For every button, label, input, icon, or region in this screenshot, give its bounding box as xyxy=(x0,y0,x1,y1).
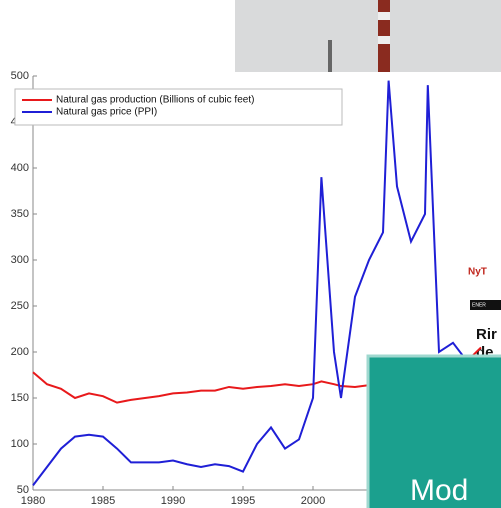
headline: Rir xyxy=(476,326,497,343)
y-tick-label: 400 xyxy=(11,162,29,174)
y-tick-label: 300 xyxy=(11,254,29,266)
x-tick-label: 1990 xyxy=(161,495,185,507)
x-tick-label: 1980 xyxy=(21,495,45,507)
chimney-stripe xyxy=(378,36,390,44)
y-tick-label: 200 xyxy=(11,346,29,358)
legend-label: Natural gas price (PPI) xyxy=(56,107,157,118)
y-tick-label: 50 xyxy=(17,484,29,496)
pole xyxy=(328,40,332,72)
legend-label: Natural gas production (Billions of cubi… xyxy=(56,95,254,106)
logo: NyT xyxy=(468,267,487,278)
y-tick-label: 350 xyxy=(11,208,29,220)
legend xyxy=(14,88,343,126)
chimney-stripe xyxy=(378,12,390,20)
x-tick-label: 1985 xyxy=(91,495,115,507)
y-tick-label: 250 xyxy=(11,300,29,312)
tag-bg xyxy=(470,300,501,310)
y-tick-label: 500 xyxy=(11,70,29,82)
banner xyxy=(366,354,501,508)
tag: ENER xyxy=(472,302,486,308)
photo-background xyxy=(235,0,501,72)
x-tick-label: 2000 xyxy=(301,495,325,507)
banner-text: Mod xyxy=(410,474,468,507)
y-tick-label: 100 xyxy=(11,438,29,450)
series-line xyxy=(32,80,482,487)
y-tick-label: 150 xyxy=(11,392,29,404)
x-tick-label: 1995 xyxy=(231,495,255,507)
